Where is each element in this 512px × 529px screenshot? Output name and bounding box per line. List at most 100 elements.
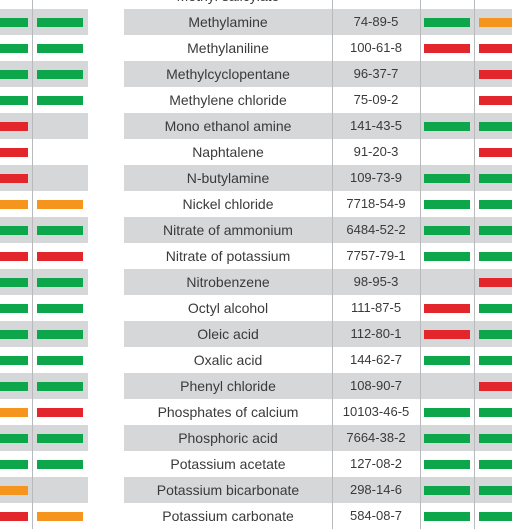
table-row: Potassium acetate 127-08-2 — [124, 451, 512, 477]
column-divider — [332, 243, 333, 269]
rating-bar-left-2-green — [37, 460, 83, 469]
cas-number: 7757-79-1 — [346, 248, 406, 263]
table-row: Nickel chloride 7718-54-9 — [124, 191, 512, 217]
column-divider — [420, 113, 421, 139]
cas-number: 127-08-2 — [349, 456, 403, 471]
rating-bar-left-1-orange — [0, 408, 28, 417]
cas-number: 6484-52-2 — [346, 222, 406, 237]
column-divider — [420, 503, 421, 529]
column-divider — [32, 9, 33, 35]
rating-bar-left-2-green — [37, 18, 83, 27]
chemical-name: Oleic acid — [197, 326, 259, 342]
column-divider — [332, 139, 333, 165]
column-divider — [32, 295, 33, 321]
rating-bar-right-1-green — [424, 174, 470, 183]
left-rating-row — [0, 139, 88, 165]
rating-bar-left-1-green — [0, 44, 28, 53]
left-rating-row — [0, 217, 88, 243]
cas-number: 10103-46-5 — [342, 404, 410, 419]
left-rating-row — [0, 35, 88, 61]
left-rating-row — [0, 451, 88, 477]
cas-number: 91-20-3 — [353, 144, 399, 159]
rating-bar-right-2-green — [479, 330, 512, 339]
column-divider — [474, 165, 475, 191]
rating-bar-right-1-green — [424, 460, 470, 469]
column-divider — [420, 321, 421, 347]
rating-bar-right-1-green — [424, 18, 470, 27]
chemical-name: N-butylamine — [186, 170, 270, 186]
rating-bar-left-2-green — [37, 330, 83, 339]
column-divider — [420, 9, 421, 35]
column-divider — [332, 477, 333, 503]
chemical-table: Methyl salicylateMethylamine74-89-5Methy… — [124, 0, 512, 529]
chemical-name: Oxalic acid — [193, 352, 263, 368]
rating-bar-right-1-green — [424, 252, 470, 261]
column-divider — [32, 87, 33, 113]
column-divider — [420, 295, 421, 321]
column-divider — [474, 243, 475, 269]
rating-bar-right-2-green — [479, 486, 512, 495]
rating-bar-left-1-green — [0, 96, 28, 105]
column-divider — [32, 191, 33, 217]
table-row: Phosphates of calcium 10103-46-5 — [124, 399, 512, 425]
column-divider — [332, 425, 333, 451]
rating-bar-left-1-green — [0, 226, 28, 235]
table-row: Nitrate of potassium 7757-79-1 — [124, 243, 512, 269]
rating-bar-left-2-green — [37, 278, 83, 287]
column-divider — [332, 373, 333, 399]
column-divider — [474, 503, 475, 529]
table-row: Potassium bicarbonate 298-14-6 — [124, 477, 512, 503]
chemical-name: Phosphoric acid — [178, 430, 278, 446]
column-divider — [332, 113, 333, 139]
rating-bar-left-2-green — [37, 434, 83, 443]
cas-number: 100-61-8 — [349, 40, 403, 55]
column-divider — [332, 321, 333, 347]
column-divider — [474, 321, 475, 347]
chemical-name: Methylamine — [188, 14, 268, 30]
rating-bar-right-2-green — [479, 252, 512, 261]
rating-bar-left-1-red — [0, 122, 28, 131]
column-divider — [32, 217, 33, 243]
left-rating-row — [0, 269, 88, 295]
left-rating-row — [0, 87, 88, 113]
rating-bar-left-1-green — [0, 460, 28, 469]
chemical-name: Phenyl chloride — [180, 378, 276, 394]
column-divider — [332, 295, 333, 321]
cas-number: 108-90-7 — [349, 378, 403, 393]
column-divider — [420, 139, 421, 165]
chemical-name: Methylaniline — [187, 40, 269, 56]
cas-number: 74-89-5 — [353, 14, 399, 29]
column-divider — [474, 191, 475, 217]
table-row: Methylene chloride 75-09-2 — [124, 87, 512, 113]
column-divider — [32, 35, 33, 61]
rating-bar-right-2-red — [479, 70, 512, 79]
column-divider — [420, 477, 421, 503]
chemical-name: Nitrobenzene — [186, 274, 270, 290]
table-row: Methylaniline 100-61-8 — [124, 35, 512, 61]
rating-bar-left-1-red — [0, 512, 28, 521]
left-rating-row — [0, 191, 88, 217]
rating-bar-right-1-green — [424, 434, 470, 443]
rating-bar-left-2-red — [37, 408, 83, 417]
chemical-name: Nickel chloride — [182, 196, 274, 212]
chemical-name: Potassium bicarbonate — [156, 482, 300, 498]
column-divider — [32, 477, 33, 503]
left-rating-row — [0, 425, 88, 451]
column-divider — [32, 165, 33, 191]
rating-bar-right-2-green — [479, 200, 512, 209]
column-divider — [474, 61, 475, 87]
cas-number: 98-95-3 — [353, 274, 399, 289]
column-divider — [474, 477, 475, 503]
cas-number: 7664-38-2 — [346, 430, 406, 445]
rating-bar-right-1-green — [424, 512, 470, 521]
column-divider — [420, 269, 421, 295]
rating-bar-left-1-orange — [0, 200, 28, 209]
rating-bar-right-2-red — [479, 148, 512, 157]
table-row: Phosphoric acid 7664-38-2 — [124, 425, 512, 451]
column-divider — [420, 347, 421, 373]
cas-number — [332, 0, 420, 9]
column-divider — [32, 451, 33, 477]
table-row: Methylcyclopentane 96-37-7 — [124, 61, 512, 87]
table-row: Octyl alcohol 111-87-5 — [124, 295, 512, 321]
column-divider — [32, 243, 33, 269]
